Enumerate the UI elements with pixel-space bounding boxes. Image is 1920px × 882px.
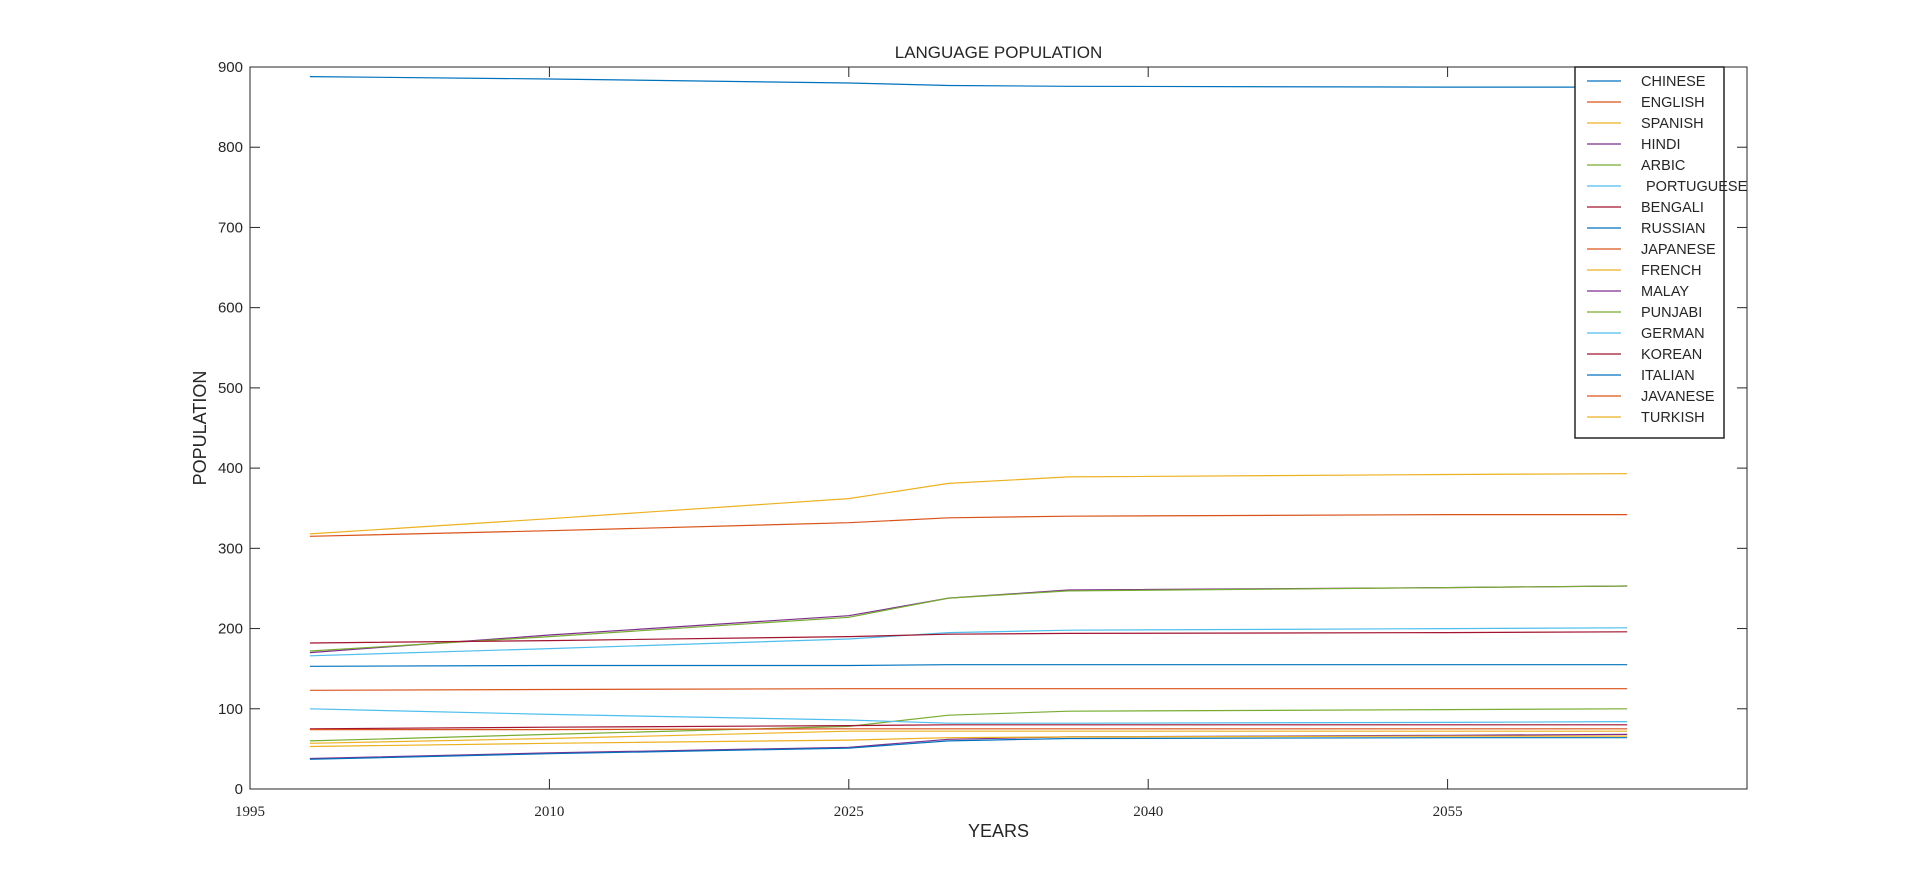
legend-entry-french: FRENCH — [1641, 263, 1701, 279]
legend-entry-javanese: JAVANESE — [1641, 389, 1715, 405]
y-tick-label: 100 — [218, 701, 243, 718]
series-line-chinese — [309, 76, 1628, 88]
x-tick-label: 2040 — [1133, 804, 1163, 820]
series-line-italian — [309, 737, 1628, 760]
series-line-english — [309, 513, 1628, 537]
axes-box — [249, 66, 1748, 790]
x-tick-label: 2010 — [534, 804, 564, 820]
y-tick-label: 600 — [218, 300, 243, 317]
series-line-russian — [309, 664, 1628, 667]
series-line-malay — [309, 733, 1628, 760]
y-tick-label: 900 — [218, 59, 243, 76]
x-tick-label: 1995 — [235, 804, 265, 820]
x-tick-label: 2055 — [1433, 804, 1463, 820]
legend-entry-turkish: TURKISH — [1641, 410, 1705, 426]
series-line-japanese — [309, 688, 1628, 691]
y-tick-label: 200 — [218, 621, 243, 638]
y-tick-label: 700 — [218, 219, 243, 236]
legend-entry-chinese: CHINESE — [1641, 74, 1706, 90]
plot-area: 0 100 200 300 400 500 600 700 800 900 1995 2010 2025… — [218, 59, 1748, 820]
series-line-turkish — [309, 735, 1628, 748]
x-tick-label: 2025 — [834, 804, 864, 820]
series-line-javanese — [309, 728, 1628, 731]
legend-entry-spanish: SPANISH — [1641, 116, 1704, 132]
legend: CHINESE ENGLISH SPANISH HINDI ARBIC PORTUGUES… — [1574, 66, 1748, 439]
legend-entry-japanese: JAPANESE — [1641, 242, 1716, 258]
y-tick-label: 500 — [218, 380, 243, 397]
legend-entry-arbic: ARBIC — [1641, 158, 1685, 174]
series-line-french — [309, 730, 1628, 744]
series-line-bengali — [309, 631, 1628, 644]
y-tick-label: 0 — [235, 781, 243, 798]
series-line-portuguese — [309, 627, 1628, 657]
y-axis-label: POPULATION — [190, 371, 210, 486]
x-axis-label: YEARS — [968, 821, 1029, 841]
legend-entry-hindi: HINDI — [1641, 137, 1680, 153]
series-line-punjabi — [309, 708, 1628, 742]
legend-entry-english: ENGLISH — [1641, 95, 1705, 111]
y-tick-label: 300 — [218, 540, 243, 557]
series-line-spanish — [309, 473, 1628, 535]
legend-entry-malay: MALAY — [1641, 284, 1689, 300]
series-line-hindi — [309, 585, 1628, 654]
series-line-german — [309, 708, 1628, 724]
y-tick-label: 400 — [218, 460, 243, 477]
series-line-korean — [309, 724, 1628, 730]
legend-box — [1574, 66, 1725, 439]
legend-entry-bengali: BENGALI — [1641, 200, 1704, 216]
legend-entry-italian: ITALIAN — [1641, 368, 1695, 384]
y-tick-label: 800 — [218, 139, 243, 156]
legend-entry-russian: RUSSIAN — [1641, 221, 1705, 237]
legend-entry-portuguese: PORTUGUESE — [1646, 179, 1748, 195]
series-line-arbic — [309, 585, 1628, 652]
legend-entry-korean: KOREAN — [1641, 347, 1702, 363]
legend-entry-punjabi: PUNJABI — [1641, 305, 1702, 321]
chart-title: LANGUAGE POPULATION — [895, 43, 1103, 62]
legend-entry-german: GERMAN — [1641, 326, 1705, 342]
